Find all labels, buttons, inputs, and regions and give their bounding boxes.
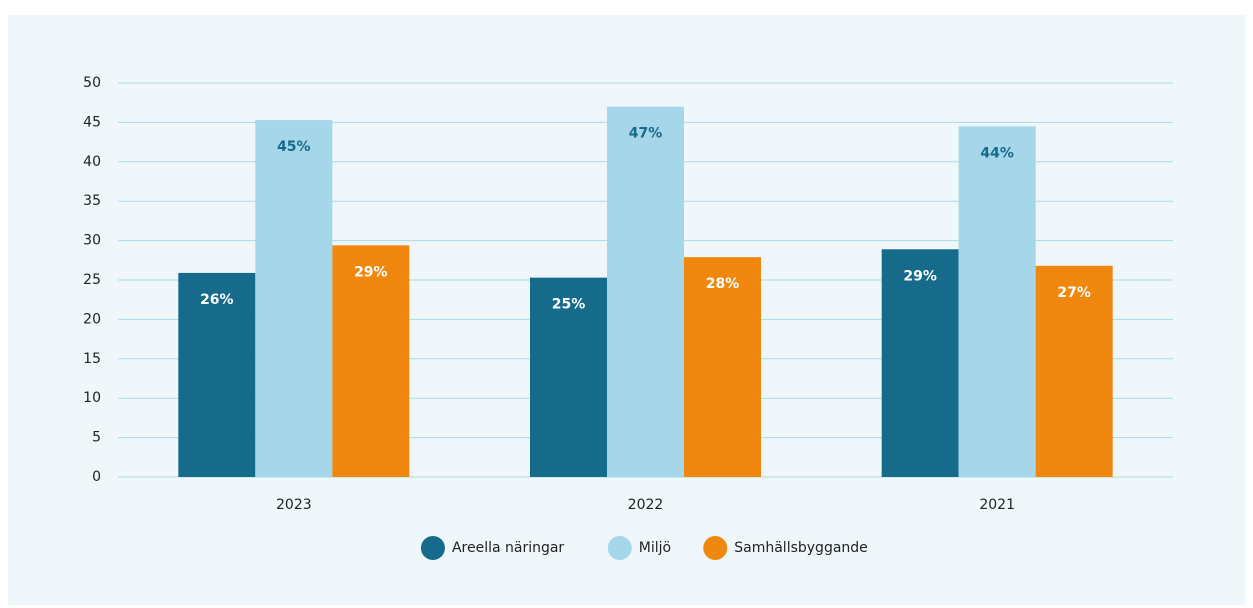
bar	[255, 120, 333, 477]
y-tick-label: 5	[92, 430, 101, 446]
bar	[1035, 265, 1113, 477]
y-tick-label: 35	[83, 193, 101, 209]
y-tick-label: 30	[83, 233, 101, 249]
y-tick-label: 45	[83, 114, 101, 130]
value-label: 29%	[354, 264, 388, 280]
y-tick-label: 20	[83, 311, 101, 327]
bar	[607, 106, 684, 477]
y-tick-label: 50	[83, 75, 101, 91]
bar	[958, 126, 1036, 477]
value-label: 44%	[980, 145, 1014, 161]
legend-swatch	[703, 536, 728, 560]
y-tick-label: 0	[92, 469, 101, 485]
legend-label: Miljö	[639, 540, 671, 556]
x-tick-label: 2023	[276, 497, 312, 513]
value-label: 29%	[903, 268, 937, 284]
y-tick-label: 25	[83, 272, 101, 288]
legend-swatch	[607, 536, 632, 560]
legend-label: Samhällsbyggande	[734, 540, 868, 556]
bar	[684, 257, 761, 477]
bar	[178, 272, 256, 477]
bar	[332, 245, 410, 477]
x-tick-label: 2021	[979, 497, 1015, 513]
value-label: 26%	[200, 292, 234, 308]
y-tick-label: 10	[83, 390, 101, 406]
value-label: 27%	[1057, 285, 1091, 301]
y-tick-label: 15	[83, 351, 101, 367]
bar	[881, 249, 959, 477]
bar	[530, 277, 607, 477]
y-tick-label: 40	[83, 154, 101, 170]
value-label: 45%	[277, 139, 311, 155]
x-tick-label: 2022	[628, 497, 664, 513]
legend-swatch	[420, 536, 445, 560]
value-label: 28%	[706, 276, 740, 292]
value-label: 25%	[552, 297, 586, 313]
legend-label: Areella näringar	[452, 540, 564, 556]
value-label: 47%	[629, 126, 663, 142]
